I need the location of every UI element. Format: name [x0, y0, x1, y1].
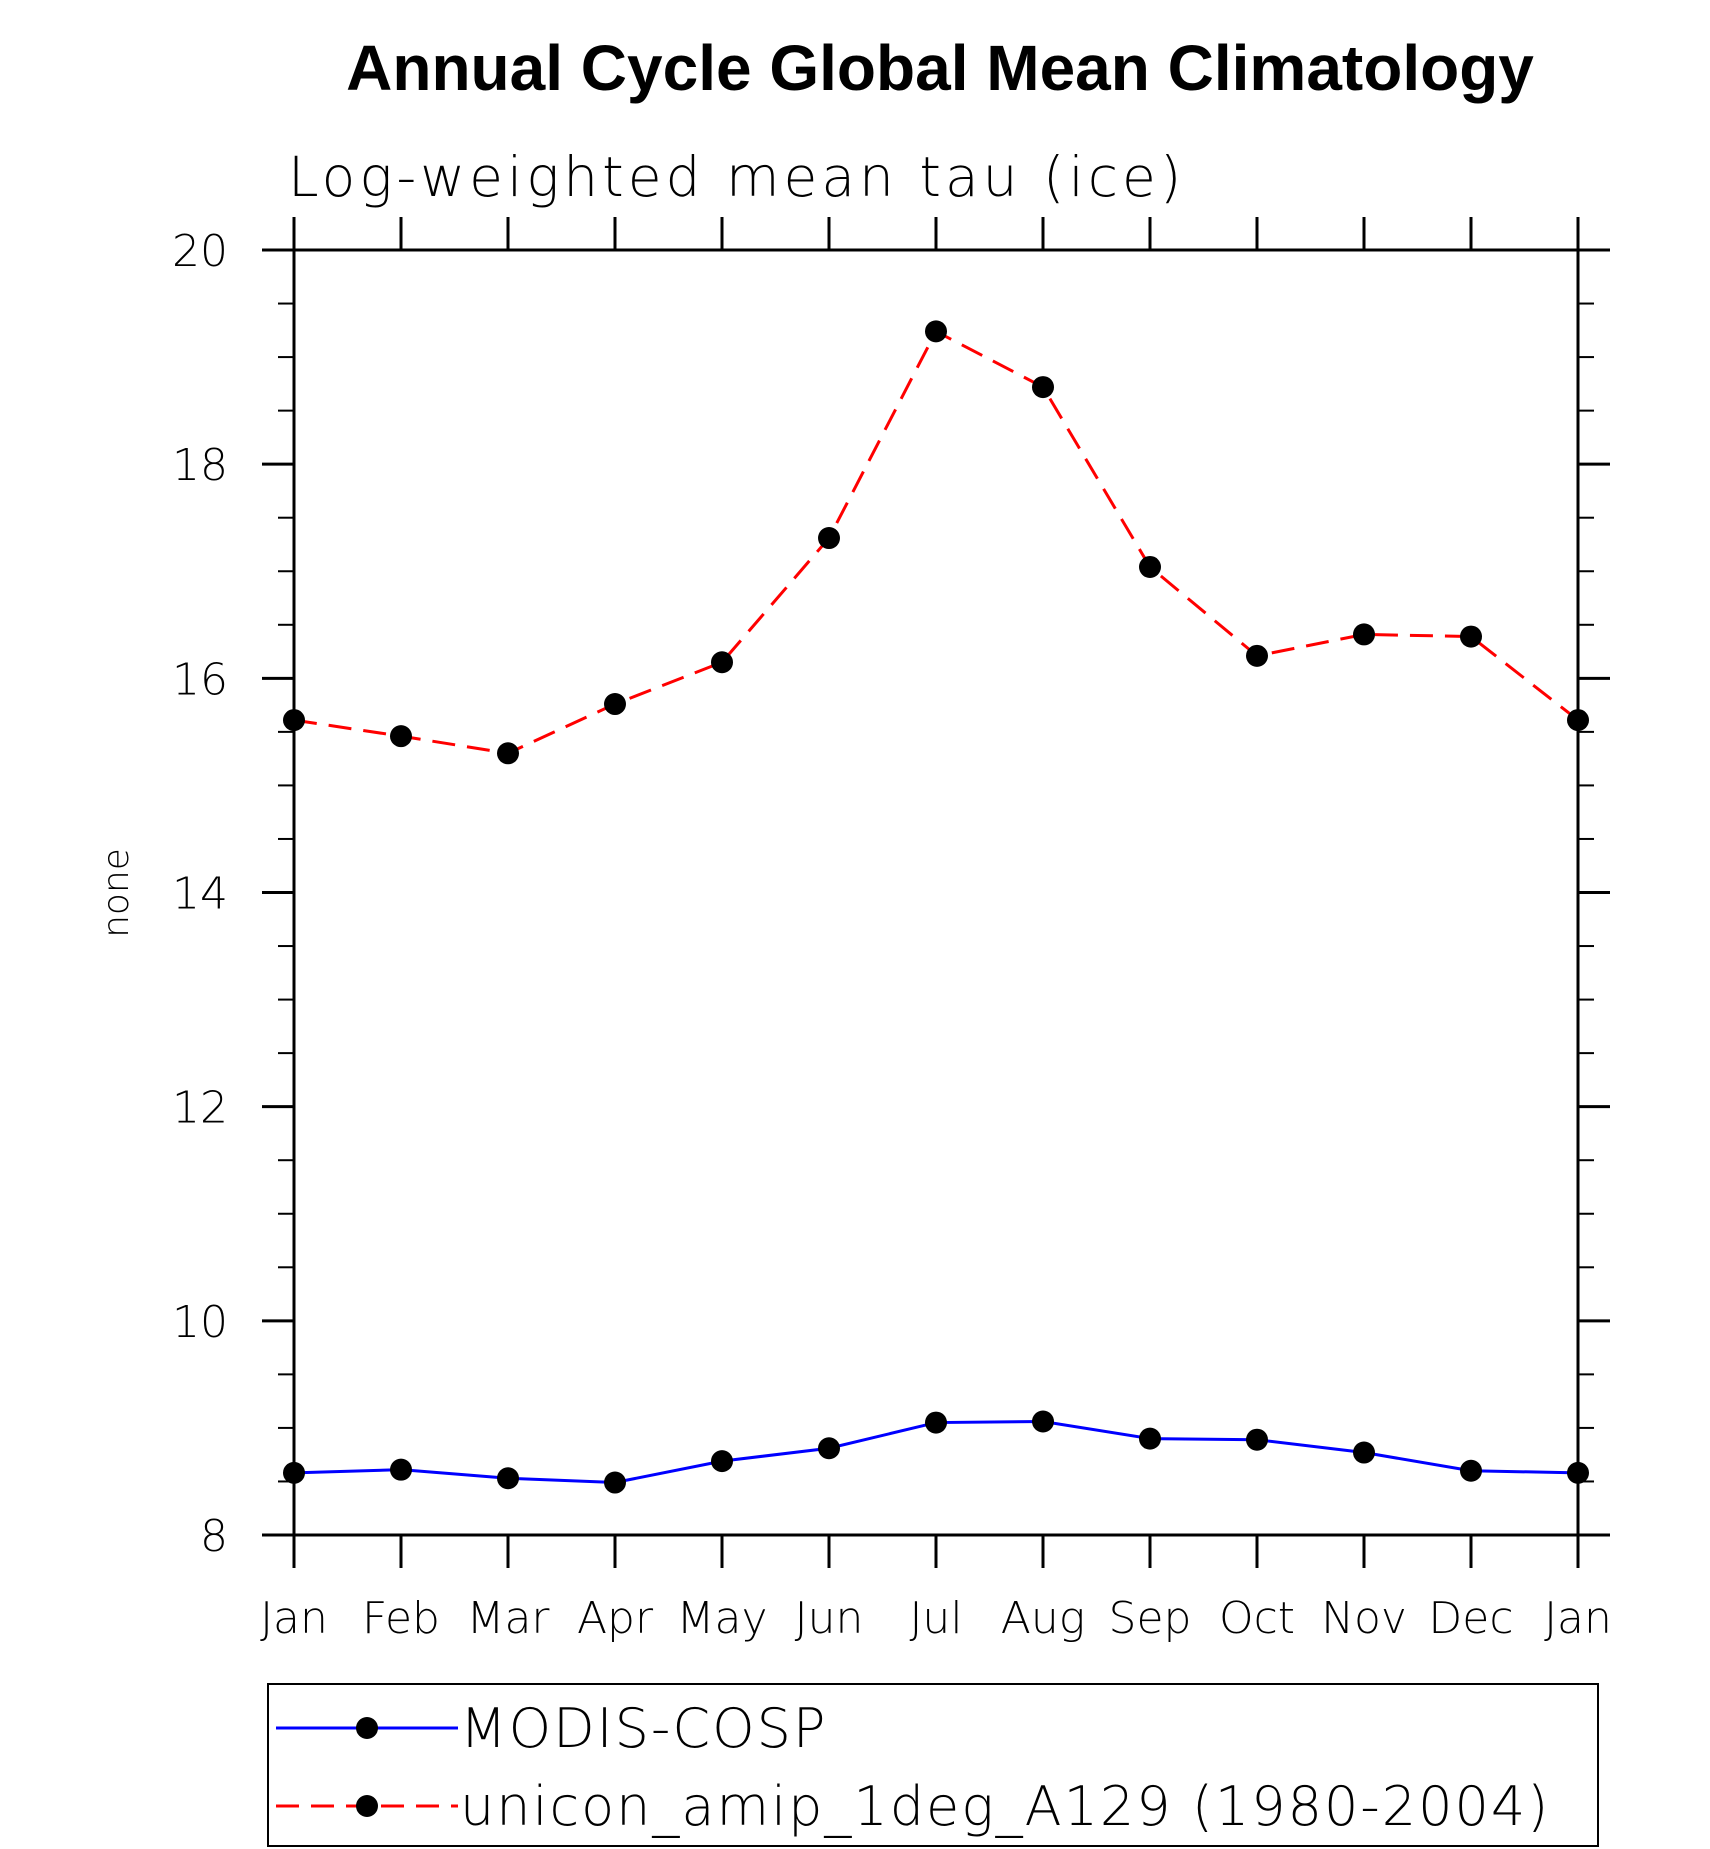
data-point-unicon: [1139, 555, 1161, 578]
legend: MODIS-COSP unicon_amip_1deg_A129 (1980-2…: [267, 1683, 1599, 1847]
data-point-modis-cosp: [818, 1437, 840, 1460]
legend-label-modis-cosp: MODIS-COSP: [460, 1697, 827, 1760]
data-point-modis-cosp: [390, 1458, 412, 1481]
data-point-unicon: [283, 709, 305, 732]
plot-frame: [292, 248, 1580, 1537]
data-point-modis-cosp: [604, 1471, 626, 1494]
x-tick-label: Apr: [577, 1593, 654, 1644]
data-point-unicon: [604, 693, 626, 716]
data-point-unicon: [1353, 623, 1375, 646]
data-point-modis-cosp: [1139, 1427, 1161, 1450]
data-point-modis-cosp: [711, 1450, 733, 1473]
x-tick-label: May: [677, 1593, 768, 1644]
x-tick-labels: Jan Feb Mar Apr May Jun Jul Aug Sep Oct Nov Dec Jan: [260, 1593, 1612, 1644]
data-point-modis-cosp: [497, 1467, 519, 1490]
y-tick-label: 18: [172, 440, 228, 491]
legend-box: [267, 1683, 1599, 1847]
data-point-unicon: [711, 651, 733, 674]
y-tick-label: 20: [172, 226, 228, 277]
y-tick-label: 10: [172, 1297, 228, 1348]
data-point-unicon: [1567, 709, 1589, 732]
x-tick-label: Jan: [1544, 1593, 1612, 1644]
y-tick-labels: 8 10 12 14 16 18 20: [172, 226, 228, 1562]
legend-marker-unicon: [356, 1795, 378, 1817]
data-point-modis-cosp: [1567, 1461, 1589, 1484]
data-point-modis-cosp: [925, 1411, 947, 1434]
data-point-modis-cosp: [1032, 1410, 1054, 1433]
y-tick-label: 12: [172, 1083, 228, 1134]
data-point-modis-cosp: [1246, 1428, 1268, 1451]
x-tick-label: Oct: [1219, 1593, 1295, 1644]
data-point-unicon: [1460, 625, 1482, 648]
data-point-unicon: [390, 725, 412, 748]
x-tick-label: Jul: [909, 1593, 962, 1644]
y-tick-label: 16: [172, 654, 228, 705]
x-tick-label: Jan: [260, 1593, 328, 1644]
x-tick-label: Nov: [1321, 1593, 1407, 1644]
data-point-unicon: [1246, 644, 1268, 667]
y-tick-label: 8: [200, 1511, 228, 1562]
x-tick-label: Mar: [466, 1593, 550, 1644]
axes: [262, 217, 1610, 1568]
data-point-unicon: [497, 742, 519, 765]
x-tick-label: Dec: [1428, 1593, 1513, 1644]
series: [283, 320, 1589, 1494]
x-tick-label: Sep: [1109, 1593, 1192, 1644]
data-point-unicon: [818, 527, 840, 550]
chart-subtitle: Log-weighted mean tau (ice): [288, 145, 1185, 209]
legend-label-unicon: unicon_amip_1deg_A129 (1980-2004): [460, 1775, 1550, 1838]
data-point-modis-cosp: [283, 1461, 305, 1484]
series-line-unicon: [293, 329, 1579, 755]
data-point-unicon: [1032, 376, 1054, 399]
y-axis-label: none: [96, 848, 137, 938]
data-point-modis-cosp: [1353, 1441, 1375, 1464]
x-tick-label: Aug: [1001, 1593, 1085, 1644]
chart-title: Annual Cycle Global Mean Climatology: [346, 32, 1534, 104]
x-tick-label: Jun: [795, 1593, 864, 1644]
y-tick-label: 14: [172, 869, 228, 920]
x-tick-label: Feb: [362, 1593, 440, 1644]
legend-marker-modis-cosp: [356, 1717, 378, 1739]
data-point-modis-cosp: [1460, 1459, 1482, 1482]
data-point-unicon: [925, 320, 947, 343]
